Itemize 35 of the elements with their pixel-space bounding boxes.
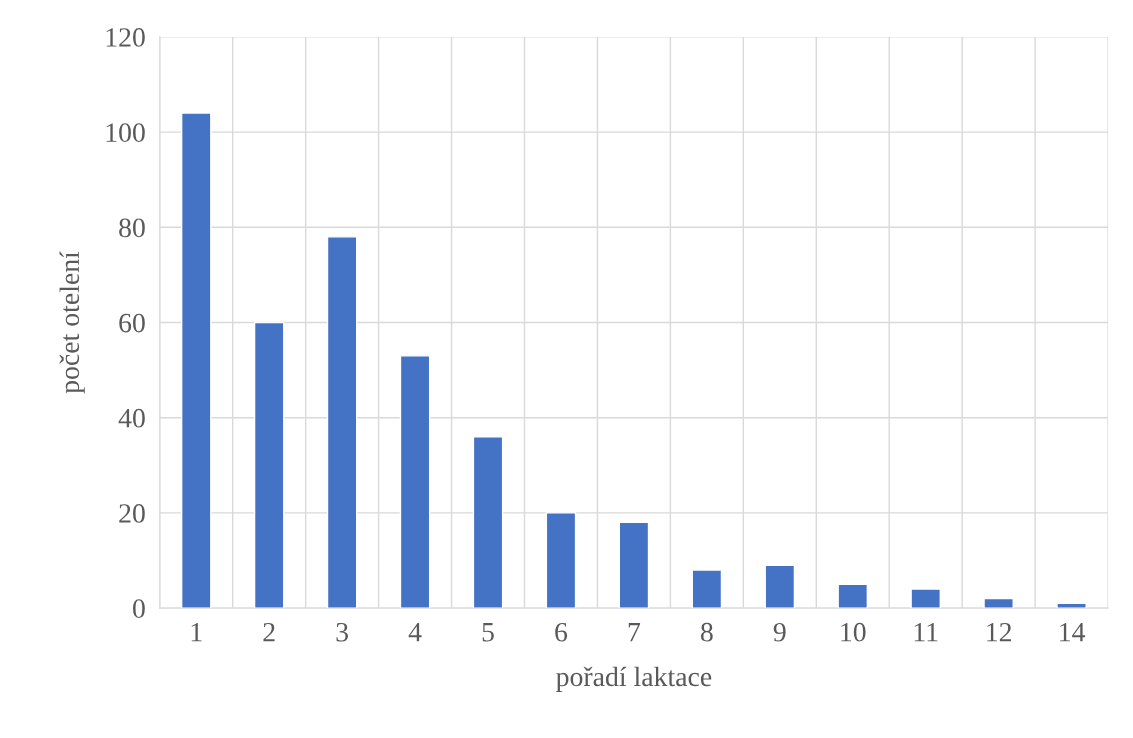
y-tick-label: 0 [133,599,145,619]
bar [764,564,796,609]
y-tick-label: 40 [118,408,145,428]
y-tick-label: 120 [106,28,145,47]
bar [1056,602,1087,609]
x-axis-title: pořadí laktace [556,666,712,692]
x-tick-label: 2 [263,622,275,642]
x-tick-label: 6 [555,622,568,642]
x-tick-label: 7 [628,623,641,642]
y-tick-label: 60 [119,313,145,333]
bar [326,236,358,609]
x-tick-label: 5 [482,623,494,642]
bar [180,112,212,609]
bar [618,521,650,609]
bar [910,588,941,609]
y-axis-title: počet otelení [59,251,85,394]
x-tick-label: 12 [987,622,1012,642]
y-tick-label: 20 [119,504,145,523]
x-tick-label: 11 [914,622,938,642]
bar [399,355,431,609]
x-tick-label: 3 [336,622,348,642]
x-tick-label: 4 [408,622,422,642]
bar [472,436,504,609]
bar [691,569,723,609]
y-tick-label: 100 [106,123,145,143]
x-tick-label: 1 [191,622,202,642]
x-tick-label: 9 [773,622,786,642]
x-tick-label: 14 [1060,622,1086,642]
y-tick-label: 80 [119,218,145,238]
bar [837,583,869,609]
bar [253,321,285,609]
x-tick-label: 8 [700,622,713,642]
bar [983,597,1014,609]
bar [545,512,577,609]
x-tick-label: 10 [841,622,866,642]
